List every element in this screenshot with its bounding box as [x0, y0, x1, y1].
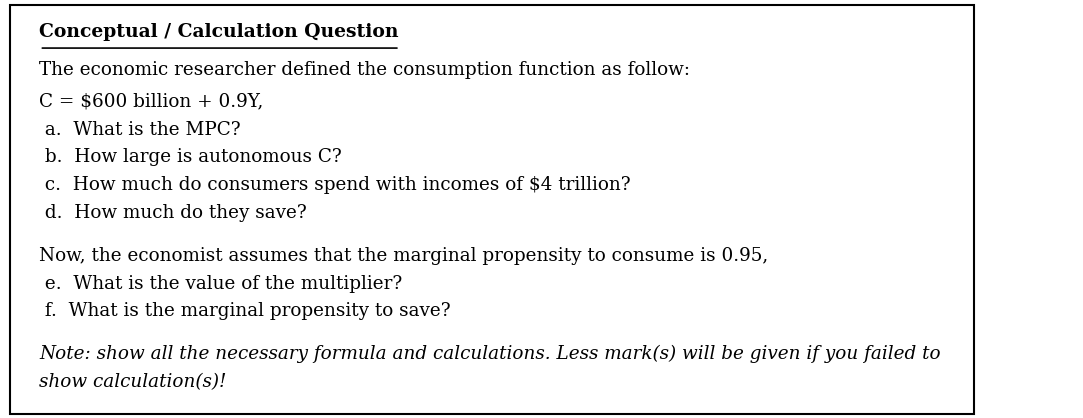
Text: Now, the economist assumes that the marginal propensity to consume is 0.95,: Now, the economist assumes that the marg…: [39, 247, 769, 265]
Text: a.  What is the MPC?: a. What is the MPC?: [39, 121, 242, 139]
Text: C = $600 billion + 0.9Y,: C = $600 billion + 0.9Y,: [39, 93, 264, 111]
Text: b.  How large is autonomous C?: b. How large is autonomous C?: [39, 148, 342, 166]
Text: show calculation(s)!: show calculation(s)!: [39, 373, 226, 391]
Text: The economic researcher defined the consumption function as follow:: The economic researcher defined the cons…: [39, 61, 691, 79]
Text: Conceptual / Calculation Question: Conceptual / Calculation Question: [39, 23, 399, 41]
Text: Note: show all the necessary formula and calculations. Less mark(s) will be give: Note: show all the necessary formula and…: [39, 345, 941, 363]
Text: c.  How much do consumers spend with incomes of $4 trillion?: c. How much do consumers spend with inco…: [39, 176, 631, 194]
Text: f.  What is the marginal propensity to save?: f. What is the marginal propensity to sa…: [39, 302, 452, 320]
Text: e.  What is the value of the multiplier?: e. What is the value of the multiplier?: [39, 275, 403, 293]
Text: d.  How much do they save?: d. How much do they save?: [39, 204, 308, 222]
